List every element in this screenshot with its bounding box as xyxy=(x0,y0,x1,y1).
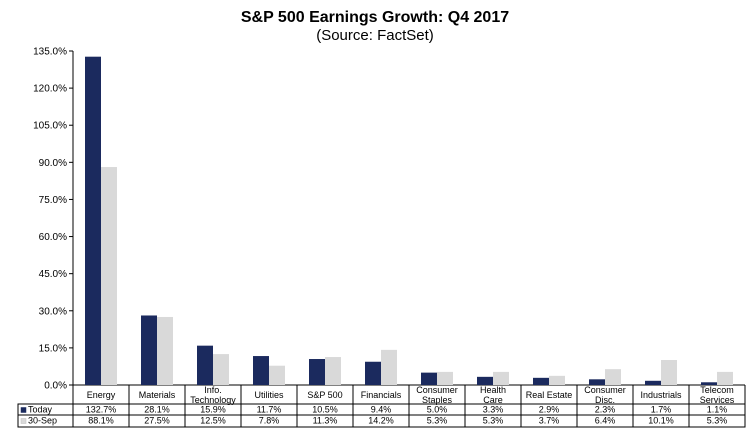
data-label: 1.1% xyxy=(707,405,728,415)
y-tick-label: 0.0% xyxy=(44,381,67,392)
data-label: 5.3% xyxy=(707,416,728,426)
data-label: 2.3% xyxy=(595,405,616,415)
y-tick-label: 75.0% xyxy=(39,195,67,206)
bar-30-sep-6 xyxy=(437,371,453,385)
y-tick-label: 105.0% xyxy=(33,121,67,132)
y-tick-label: 45.0% xyxy=(39,269,67,280)
bar-today-3 xyxy=(253,356,269,385)
data-label: 10.1% xyxy=(648,416,674,426)
legend-key-today xyxy=(20,407,27,413)
data-label: 6.4% xyxy=(595,416,616,426)
legend-label: Today xyxy=(28,405,53,415)
bar-30-sep-5 xyxy=(381,349,397,385)
bar-today-6 xyxy=(421,372,437,385)
bar-30-sep-9 xyxy=(605,369,621,385)
legend-key-30-sep xyxy=(20,418,27,424)
category-label: Real Estate xyxy=(526,390,573,400)
bar-today-11 xyxy=(701,382,717,385)
category-label: Info. Technology xyxy=(190,385,236,405)
data-label: 2.9% xyxy=(539,405,560,415)
data-label: 27.5% xyxy=(144,416,170,426)
data-label: 132.7% xyxy=(86,405,117,415)
bar-30-sep-4 xyxy=(325,357,341,385)
data-label: 28.1% xyxy=(144,405,170,415)
data-label: 3.3% xyxy=(483,405,504,415)
bar-today-8 xyxy=(533,377,549,385)
bar-today-5 xyxy=(365,361,381,385)
data-label: 15.9% xyxy=(200,405,226,415)
chart-title: S&P 500 Earnings Growth: Q4 2017 xyxy=(241,9,509,26)
bar-30-sep-3 xyxy=(269,365,285,385)
y-tick-label: 30.0% xyxy=(39,306,67,317)
data-label: 5.3% xyxy=(483,416,504,426)
bar-today-0 xyxy=(85,56,101,385)
y-tick-label: 60.0% xyxy=(39,232,67,243)
y-tick-label: 15.0% xyxy=(39,343,67,354)
category-label: Energy xyxy=(87,390,116,400)
y-tick-label: 120.0% xyxy=(33,84,67,95)
bar-today-2 xyxy=(197,345,213,385)
plot-area: 0.0% 15.0% 30.0% 45.0% 60.0% 75.0% 90.0% 105.0%… xyxy=(33,47,745,405)
bar-30-sep-0 xyxy=(101,167,117,385)
category-label: Utilities xyxy=(254,390,284,400)
category-label: S&P 500 xyxy=(307,390,342,400)
category-label: Consumer Disc. xyxy=(584,385,626,405)
y-tick-label: 135.0% xyxy=(33,47,67,58)
bar-30-sep-2 xyxy=(213,354,229,385)
data-label: 10.5% xyxy=(312,405,338,415)
bar-today-9 xyxy=(589,379,605,385)
legend-label: 30-Sep xyxy=(28,416,57,426)
bar-30-sep-7 xyxy=(493,371,509,385)
y-tick-label: 90.0% xyxy=(39,158,67,169)
data-label: 11.3% xyxy=(313,416,338,426)
bar-30-sep-1 xyxy=(157,316,173,385)
category-label: Industrials xyxy=(640,390,682,400)
data-label: 9.4% xyxy=(371,405,392,415)
chart-subtitle: (Source: FactSet) xyxy=(316,27,434,44)
data-table: Today 132.7% 28.1% 15.9% 11.7% 10.5% 9.4% 5.0% 3… xyxy=(17,385,746,428)
category-label: Telecom Services xyxy=(700,385,735,405)
category-label: Financials xyxy=(361,390,402,400)
data-label: 88.1% xyxy=(88,416,114,426)
bar-30-sep-10 xyxy=(661,360,677,385)
data-label: 14.2% xyxy=(368,416,394,426)
bar-today-1 xyxy=(141,315,157,385)
data-label: 12.5% xyxy=(200,416,226,426)
data-label: 11.7% xyxy=(257,405,282,415)
category-label: Consumer Staples xyxy=(416,385,458,405)
data-label: 5.0% xyxy=(427,405,448,415)
bar-30-sep-11 xyxy=(717,371,733,385)
category-label: Health Care xyxy=(480,385,506,405)
bar-today-4 xyxy=(309,359,325,385)
bar-today-10 xyxy=(645,380,661,385)
bar-30-sep-8 xyxy=(549,375,565,385)
category-label: Materials xyxy=(139,390,176,400)
data-label: 5.3% xyxy=(427,416,448,426)
data-label: 7.8% xyxy=(259,416,280,426)
data-label: 3.7% xyxy=(539,416,560,426)
bar-today-7 xyxy=(477,376,493,385)
data-label: 1.7% xyxy=(651,405,672,415)
